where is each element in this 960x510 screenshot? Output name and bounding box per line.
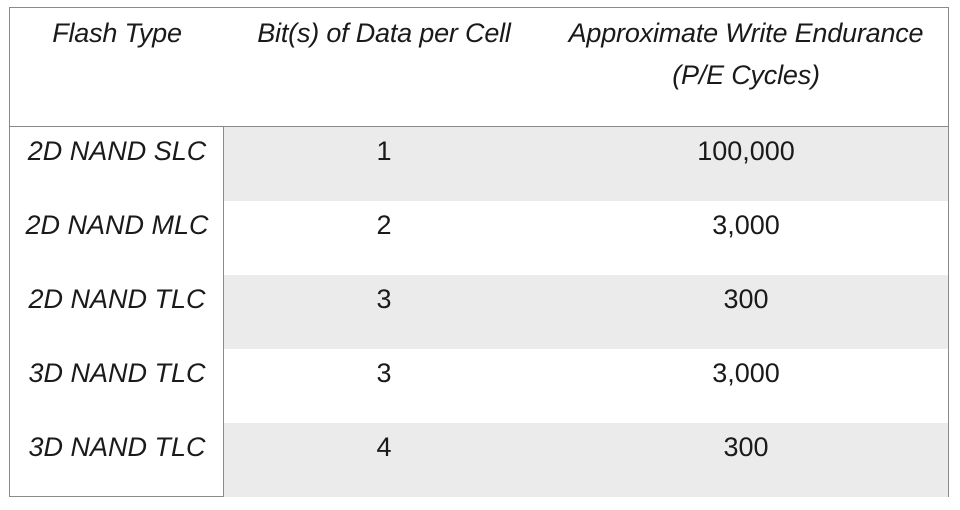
table-row: 3D NAND TLC 4 300: [10, 423, 948, 497]
flash-endurance-table: Flash Type Bit(s) of Data per Cell Appro…: [9, 7, 949, 497]
cell-endurance: 3,000: [712, 210, 780, 240]
table-body: 2D NAND SLC 1 100,000 2D NAND MLC 2 3,00…: [10, 127, 948, 497]
header-bits-per-cell: Bit(s) of Data per Cell: [224, 8, 544, 54]
cell-bits: 2: [376, 210, 392, 240]
cell-bits: 1: [376, 136, 392, 166]
cell-endurance: 100,000: [697, 136, 795, 166]
cell-bits: 4: [376, 432, 392, 462]
flash-type-column: [10, 127, 224, 496]
table-header: Flash Type Bit(s) of Data per Cell Appro…: [10, 8, 948, 127]
header-write-endurance-line1: Approximate Write Endurance: [568, 18, 924, 48]
header-flash-type: Flash Type: [10, 8, 224, 54]
header-flash-type-label: Flash Type: [52, 18, 182, 48]
cell-bits: 3: [376, 358, 392, 388]
cell-endurance: 300: [723, 432, 769, 462]
header-write-endurance-line2: (P/E Cycles): [672, 60, 820, 90]
row-band: [224, 201, 948, 275]
cell-flash-type: 2D NAND MLC: [25, 210, 209, 240]
cell-flash-type: 2D NAND SLC: [27, 136, 207, 166]
cell-flash-type: 3D NAND TLC: [28, 432, 206, 462]
row-band: [224, 349, 948, 423]
table-row: 2D NAND SLC 1 100,000: [10, 127, 948, 201]
table-row: 2D NAND TLC 3 300: [10, 275, 948, 349]
table-row: 3D NAND TLC 3 3,000: [10, 349, 948, 423]
header-write-endurance: Approximate Write Endurance (P/E Cycles): [544, 8, 948, 96]
header-bits-per-cell-label: Bit(s) of Data per Cell: [257, 18, 511, 48]
cell-bits: 3: [376, 284, 392, 314]
row-band: [224, 127, 948, 201]
cell-flash-type: 3D NAND TLC: [28, 358, 206, 388]
row-band: [224, 275, 948, 349]
cell-flash-type: 2D NAND TLC: [28, 284, 206, 314]
table-row: 2D NAND MLC 2 3,000: [10, 201, 948, 275]
cell-endurance: 3,000: [712, 358, 780, 388]
cell-endurance: 300: [723, 284, 769, 314]
row-band: [224, 423, 948, 497]
